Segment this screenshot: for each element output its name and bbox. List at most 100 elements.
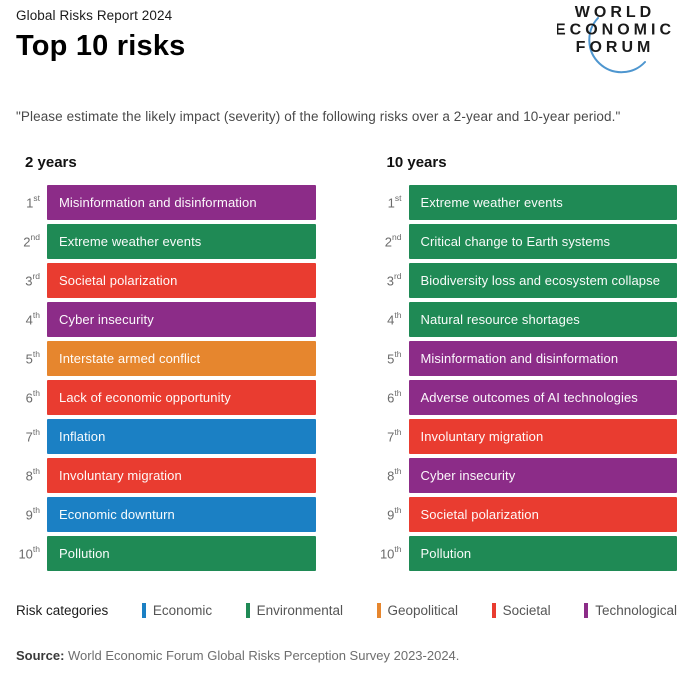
risk-row: 5th Interstate armed conflict <box>16 341 316 376</box>
rank-label: 10th <box>379 544 402 562</box>
risk-row: 3rd Societal polarization <box>16 263 316 298</box>
risk-bar: Natural resource shortages <box>408 302 677 337</box>
risk-bar: Extreme weather events <box>47 224 316 259</box>
risk-label: Extreme weather events <box>420 195 563 210</box>
legend-item-label: Technological <box>595 603 677 618</box>
legend-item-technological: Technological <box>584 603 677 618</box>
risk-row: 1st Extreme weather events <box>378 185 677 220</box>
column-title: 10 years <box>386 154 447 171</box>
page-title: Top 10 risks <box>16 30 186 62</box>
legend-item-economic: Economic <box>141 603 213 618</box>
report-label: Global Risks Report 2024 <box>16 8 173 23</box>
risk-label: Pollution <box>420 546 472 561</box>
risk-bar: Cyber insecurity <box>47 302 316 337</box>
risk-row: 2nd Extreme weather events <box>16 224 316 259</box>
wef-logo-line2: ECONOMIC <box>557 22 675 39</box>
risk-label: Interstate armed conflict <box>59 351 201 366</box>
rank-label: 3rd <box>386 271 402 289</box>
risk-label: Cyber insecurity <box>59 312 154 327</box>
risk-bar: Societal polarization <box>408 497 677 532</box>
legend-item-label: Economic <box>152 603 213 618</box>
risk-label: Involuntary migration <box>59 468 182 483</box>
rank-label: 4th <box>387 310 402 328</box>
risk-label: Inflation <box>59 429 106 444</box>
rank-label: 7th <box>387 427 402 445</box>
risk-categories-legend: Risk categories Economic Environmental Geo… <box>16 603 677 618</box>
legend-color-mark-icon <box>245 603 250 618</box>
source-note: Source: World Economic Forum Global Risk… <box>16 648 677 663</box>
risk-bar: Adverse outcomes of AI technologies <box>408 380 677 415</box>
rank-label: 3rd <box>25 271 40 289</box>
risk-label: Biodiversity loss and ecosystem collapse <box>420 273 661 288</box>
risk-bar: Extreme weather events <box>408 185 677 220</box>
legend-color-mark-icon <box>491 603 496 618</box>
wef-logo-line3: FORUM <box>576 39 655 56</box>
risk-label: Cyber insecurity <box>420 468 516 483</box>
column-10-years: 10 years 1st Extreme weather events 2nd Crit… <box>378 154 677 575</box>
legend-item-label: Societal <box>502 603 551 618</box>
risk-row: 4th Natural resource shortages <box>378 302 677 337</box>
wef-logo-line1: WORLD <box>575 4 655 21</box>
risk-label: Lack of economic opportunity <box>59 390 231 405</box>
rank-label: 8th <box>25 466 40 484</box>
column-2-years: 2 years 1st Misinformation and disinformat… <box>16 154 316 575</box>
risk-label: Misinformation and disinformation <box>420 351 619 366</box>
wef-logo-graphic: WORLD ECONOMIC FORUM <box>555 4 675 74</box>
wef-logo-arc-icon <box>588 17 646 74</box>
legend-color-mark-icon <box>584 603 589 618</box>
risk-bar: Interstate armed conflict <box>47 341 316 376</box>
risk-bar: Involuntary migration <box>47 458 316 493</box>
risk-bar: Misinformation and disinformation <box>408 341 677 376</box>
risk-bar: Lack of economic opportunity <box>47 380 316 415</box>
risk-row: 10th Pollution <box>16 536 316 571</box>
rank-label: 1st <box>26 193 40 211</box>
risk-label: Societal polarization <box>59 273 178 288</box>
risk-row: 9th Economic downturn <box>16 497 316 532</box>
legend-item-environmental: Environmental <box>245 603 343 618</box>
risk-bar: Pollution <box>408 536 677 571</box>
legend-item-label: Environmental <box>256 603 343 618</box>
rank-label: 10th <box>18 544 40 562</box>
risk-label: Adverse outcomes of AI technologies <box>420 390 638 405</box>
risk-label: Pollution <box>59 546 110 561</box>
rank-label: 4th <box>25 310 40 328</box>
risk-row: 8th Cyber insecurity <box>378 458 677 493</box>
risk-row: 2nd Critical change to Earth systems <box>378 224 677 259</box>
risk-bar: Biodiversity loss and ecosystem collapse <box>408 263 677 298</box>
risk-label: Economic downturn <box>59 507 175 522</box>
rank-label: 7th <box>25 427 40 445</box>
risk-bar: Cyber insecurity <box>408 458 677 493</box>
risk-bar: Critical change to Earth systems <box>408 224 677 259</box>
risk-label: Natural resource shortages <box>420 312 580 327</box>
rank-label: 2nd <box>23 232 40 250</box>
legend-color-mark-icon <box>376 603 381 618</box>
risk-row: 3rd Biodiversity loss and ecosystem colla… <box>378 263 677 298</box>
risk-label: Misinformation and disinformation <box>59 195 257 210</box>
rank-label: 9th <box>387 505 402 523</box>
risk-bar: Economic downturn <box>47 497 316 532</box>
risk-row: 10th Pollution <box>378 536 677 571</box>
risk-bar: Inflation <box>47 419 316 454</box>
rank-label: 8th <box>387 466 402 484</box>
risk-row: 4th Cyber insecurity <box>16 302 316 337</box>
risk-row: 7th Involuntary migration <box>378 419 677 454</box>
rank-label: 2nd <box>384 232 402 250</box>
risk-row: 6th Adverse outcomes of AI technologies <box>378 380 677 415</box>
survey-question: "Please estimate the likely impact (seve… <box>16 109 621 124</box>
risk-label: Extreme weather events <box>59 234 202 249</box>
rank-label: 6th <box>25 388 40 406</box>
risk-row: 9th Societal polarization <box>378 497 677 532</box>
risk-label: Involuntary migration <box>420 429 544 444</box>
source-text: World Economic Forum Global Risks Percep… <box>64 648 460 663</box>
ranking-columns: 2 years 1st Misinformation and disinformat… <box>16 154 677 575</box>
risk-row: 6th Lack of economic opportunity <box>16 380 316 415</box>
legend-item-geopolitical: Geopolitical <box>376 603 459 618</box>
source-label: Source: <box>16 648 65 663</box>
legend-item-label: Geopolitical <box>387 603 459 618</box>
risk-bar: Pollution <box>47 536 316 571</box>
column-title: 2 years <box>25 154 77 171</box>
risk-bar: Societal polarization <box>47 263 316 298</box>
risk-row: 1st Misinformation and disinformation <box>16 185 316 220</box>
risk-row: 7th Inflation <box>16 419 316 454</box>
